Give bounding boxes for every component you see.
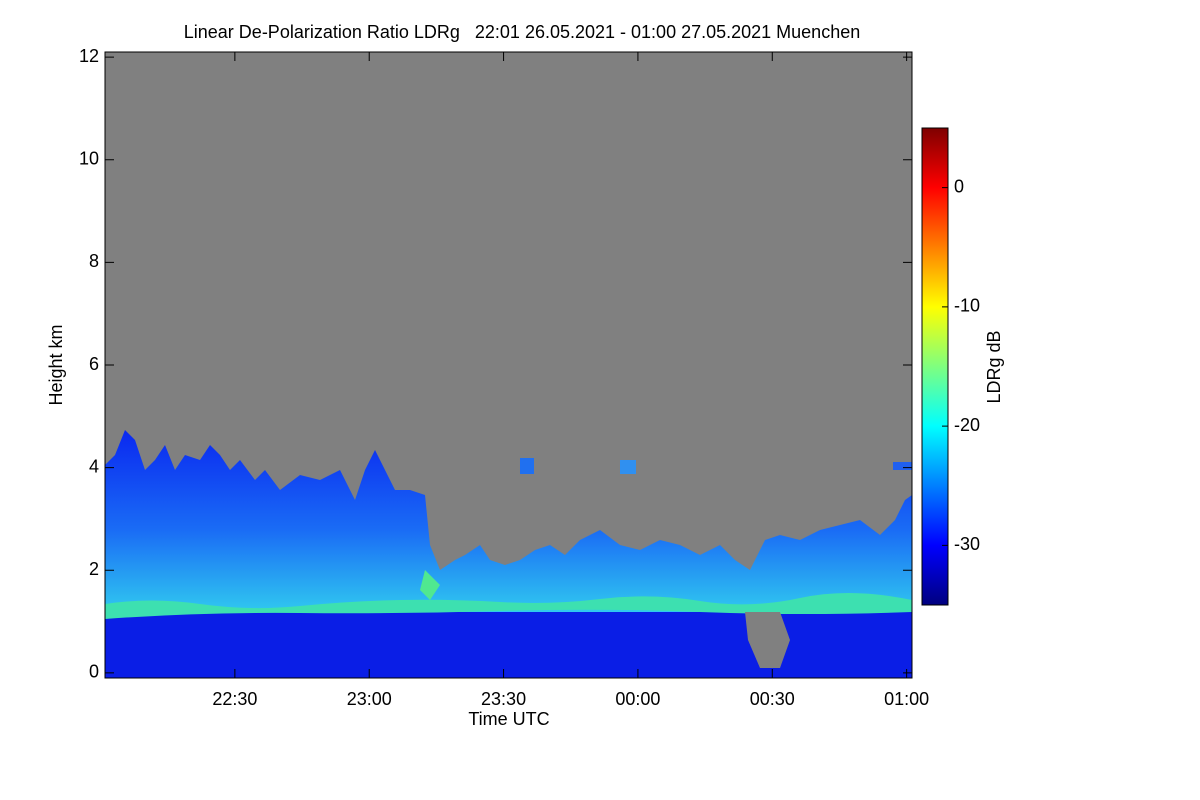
colorbar-label: LDRg dB [984, 330, 1004, 403]
y-tick-label: 10 [79, 149, 99, 169]
y-tick-label: 0 [89, 662, 99, 682]
colorbar-tick-label: -10 [954, 296, 980, 316]
y-axis-label: Height km [46, 324, 66, 405]
y-tick-label: 2 [89, 559, 99, 579]
plot-field [105, 52, 912, 678]
x-axis-label: Time UTC [468, 709, 549, 729]
x-tick-label: 01:00 [884, 689, 929, 709]
colorbar [921, 127, 949, 606]
x-tick-label: 23:00 [347, 689, 392, 709]
x-tick-label: 22:30 [212, 689, 257, 709]
x-tick-label: 00:30 [750, 689, 795, 709]
colorbar-tick-label: 0 [954, 176, 964, 196]
y-tick-label: 8 [89, 251, 99, 271]
colorbar-tick-label: -20 [954, 415, 980, 435]
colorbar-tick-label: -30 [954, 534, 980, 554]
chart-title: Linear De-Polarization Ratio LDRg 22:01 … [184, 22, 860, 42]
x-tick-label: 00:00 [615, 689, 660, 709]
y-tick-label: 12 [79, 46, 99, 66]
x-tick-label: 23:30 [481, 689, 526, 709]
y-tick-label: 6 [89, 354, 99, 374]
y-tick-label: 4 [89, 456, 99, 476]
